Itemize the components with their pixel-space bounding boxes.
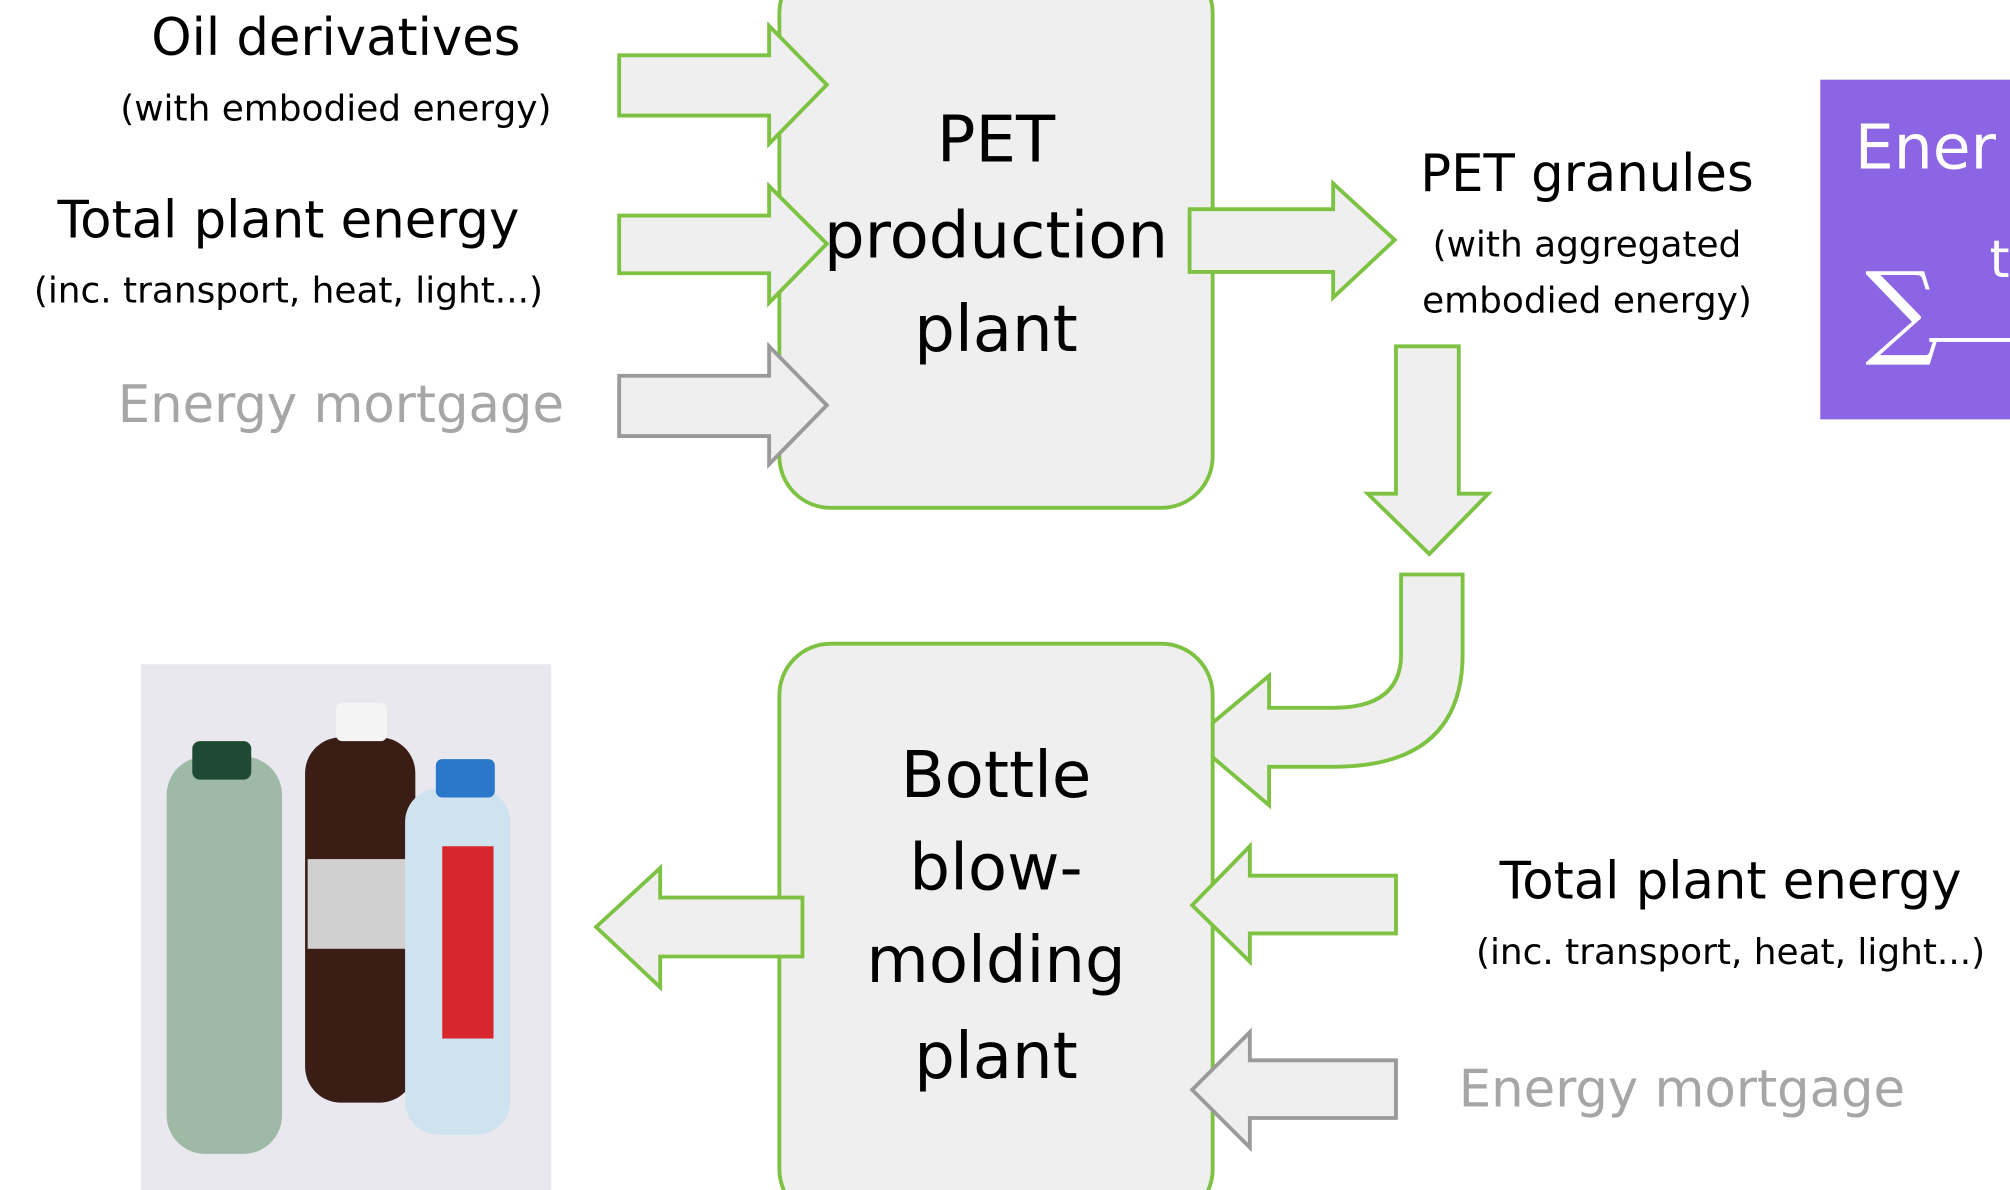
plant-label: Bottle	[901, 739, 1092, 813]
arrow	[1190, 184, 1395, 298]
arrow	[1368, 346, 1488, 554]
output-note: embodied energy)	[1422, 281, 1752, 322]
bottles-photo	[141, 664, 551, 1190]
plant-label: molding	[866, 924, 1125, 998]
arrow	[596, 868, 802, 987]
input-label: Total plant energy	[57, 190, 520, 250]
diagram: Ener ∑ t Oil derivatives (with embodied …	[0, 0, 2010, 1190]
plant-label: plant	[914, 1020, 1077, 1094]
plant-box	[779, 644, 1212, 1190]
input-note: (inc. transport, heat, light...)	[34, 270, 543, 311]
arrow	[1192, 1032, 1396, 1147]
input-note: (inc. transport, heat, light...)	[1476, 932, 1985, 973]
output-note: (with aggregated	[1433, 224, 1742, 265]
plant-label: blow-	[909, 831, 1082, 905]
arrow	[1192, 574, 1462, 805]
plant-label: plant	[914, 293, 1077, 367]
plant-label: PET	[937, 103, 1056, 177]
arrow	[1192, 846, 1396, 961]
input-label: Energy mortgage	[1459, 1059, 1905, 1119]
formula-numerator: t	[1989, 230, 2009, 290]
input-label: Energy mortgage	[118, 375, 564, 435]
formula-symbol: ∑	[1865, 251, 1938, 370]
input-label: Oil derivatives	[151, 8, 520, 68]
side-box-title: Ener	[1855, 112, 1997, 184]
output-label: PET granules	[1420, 144, 1753, 204]
plant-label: production	[824, 199, 1168, 273]
input-label: Total plant energy	[1499, 852, 1962, 912]
input-note: (with embodied energy)	[120, 88, 551, 129]
